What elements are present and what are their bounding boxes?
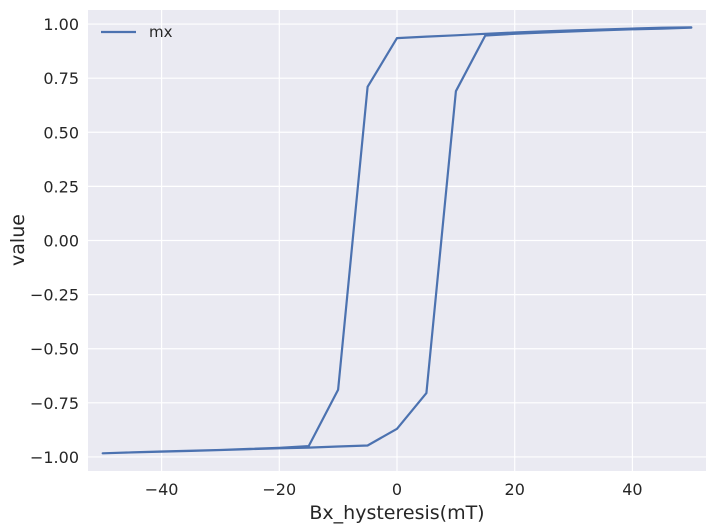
legend-label-mx: mx xyxy=(149,23,173,41)
y-tick-label: 0.00 xyxy=(43,232,79,251)
x-tick-label: 20 xyxy=(505,480,525,499)
legend: mx xyxy=(101,23,173,41)
y-tick-label: −1.00 xyxy=(30,448,79,467)
y-axis-label: value xyxy=(7,214,29,266)
y-gridlines xyxy=(88,23,706,458)
y-tick-labels: −1.00 −0.75 −0.50 −0.25 0.00 0.25 0.50 0.75 1.00 xyxy=(30,15,79,467)
y-tick-label: −0.75 xyxy=(30,394,79,413)
y-tick-label: 0.50 xyxy=(43,123,79,142)
x-tick-label: 0 xyxy=(392,480,402,499)
y-tick-label: −0.25 xyxy=(30,286,79,305)
x-axis-label: Bx_hysteresis(mT) xyxy=(309,502,484,524)
y-tick-label: −0.50 xyxy=(30,340,79,359)
x-tick-label: −20 xyxy=(262,480,296,499)
y-tick-label: 1.00 xyxy=(43,15,79,34)
x-tick-labels: −40 −20 0 20 40 xyxy=(145,480,643,499)
y-tick-label: 0.25 xyxy=(43,177,79,196)
x-tick-label: 40 xyxy=(622,480,642,499)
y-tick-label: 0.75 xyxy=(43,69,79,88)
series-line-mx xyxy=(101,26,693,455)
x-tick-label: −40 xyxy=(145,480,179,499)
series-layer xyxy=(101,26,693,455)
